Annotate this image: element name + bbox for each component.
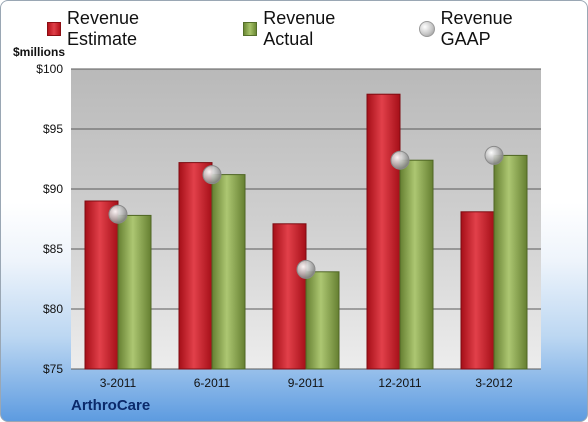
- marker-revenue-gaap: [390, 150, 410, 170]
- x-tick-label: 9-2011: [288, 376, 325, 390]
- bar-revenue-actual: [305, 271, 340, 370]
- marker-revenue-gaap: [108, 204, 128, 224]
- legend-item-gaap: Revenue GAAP: [418, 8, 567, 50]
- marker-revenue-gaap: [296, 259, 316, 279]
- legend-label-actual: Revenue Actual: [263, 8, 336, 49]
- legend: Revenue Estimate Revenue Actual Revenue …: [47, 8, 567, 49]
- bar-revenue-actual: [399, 159, 434, 370]
- bar-revenue-actual: [117, 214, 152, 370]
- bar-revenue-estimate: [272, 223, 307, 370]
- bar-revenue-estimate: [84, 200, 119, 370]
- y-axis-unit-label: $millions: [13, 45, 66, 59]
- x-tick-label: 12-2011: [378, 376, 421, 390]
- y-tick-label: $85: [43, 242, 63, 256]
- legend-swatch-actual: [243, 22, 258, 36]
- marker-revenue-gaap: [484, 145, 504, 165]
- bar-revenue-estimate: [178, 162, 213, 370]
- legend-item-estimate: Revenue Estimate: [47, 8, 213, 50]
- legend-label-gaap: Revenue GAAP: [440, 8, 513, 49]
- bar-revenue-actual: [493, 154, 528, 370]
- bar-revenue-estimate: [460, 211, 495, 370]
- y-tick-label: $90: [43, 182, 63, 196]
- legend-item-actual: Revenue Actual: [243, 8, 388, 50]
- x-tick-label: 6-2011: [194, 376, 231, 390]
- bar-revenue-estimate: [366, 93, 401, 370]
- y-tick-label: $75: [43, 362, 63, 376]
- x-tick-label: 3-2012: [475, 376, 513, 390]
- y-tick-label: $95: [43, 122, 63, 136]
- company-name: ArthroCare: [71, 397, 151, 414]
- marker-revenue-gaap: [202, 165, 222, 185]
- legend-swatch-gaap: [418, 21, 435, 37]
- legend-swatch-estimate: [47, 22, 61, 36]
- legend-label-estimate: Revenue Estimate: [66, 8, 139, 49]
- x-tick-label: 3-2011: [100, 376, 137, 390]
- y-tick-label: $100: [36, 62, 63, 76]
- y-tick-label: $80: [43, 302, 63, 316]
- bar-revenue-actual: [211, 174, 246, 370]
